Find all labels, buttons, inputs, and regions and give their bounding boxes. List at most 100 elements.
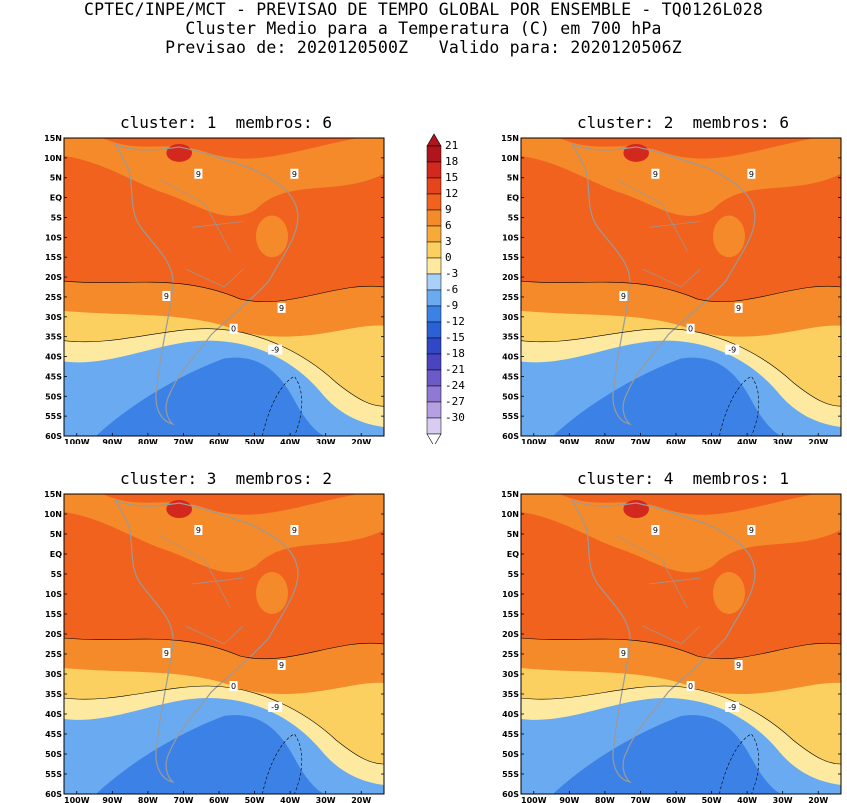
contour-label: 0	[231, 325, 236, 334]
colorbar-swatch	[426, 161, 442, 179]
header-subtitle: Cluster Medio para a Temperatura (C) em …	[185, 19, 662, 38]
contour-label-bg	[686, 323, 695, 334]
panel-2-map: 9 9 9 9 0 -9 15N 10N 5N EQ 5S 10S 15S 20S 25S 30S 35S 40S…	[501, 134, 842, 444]
lat-label: 15N	[501, 134, 519, 143]
colorbar-swatch	[426, 145, 442, 163]
contour-label: 9	[292, 526, 297, 535]
tropical-mild-band	[64, 138, 384, 216]
lon-label: 80W	[138, 796, 158, 803]
map-frame	[520, 493, 842, 795]
contour-label-bg	[268, 344, 283, 355]
lon-label: 100W	[521, 796, 547, 803]
lon-label: 30W	[316, 438, 336, 444]
colorbar-swatch	[426, 289, 442, 307]
contour-minus-9	[262, 733, 303, 794]
lon-label: 60W	[666, 438, 686, 444]
lat-label: 25S	[45, 650, 62, 659]
lat-label: 25S	[45, 293, 62, 302]
lat-label: 60S	[45, 790, 62, 799]
colorbar-swatch	[426, 225, 442, 243]
lat-label: 45S	[502, 372, 519, 381]
lon-label: 20W	[808, 438, 828, 444]
colorbar-label: -9	[445, 299, 458, 312]
lat-label: 40S	[45, 353, 62, 362]
lon-label: 90W	[559, 438, 579, 444]
lat-label: 55S	[45, 412, 62, 421]
tropical-mild-band	[521, 138, 841, 216]
contour-label: 9	[621, 292, 626, 301]
lat-label: 5N	[50, 174, 62, 183]
lat-label: 60S	[45, 432, 62, 441]
lat-label: 10S	[45, 590, 62, 599]
lat-label: 15N	[501, 490, 519, 499]
lon-label: 50W	[245, 796, 265, 803]
lat-label: 50S	[45, 392, 62, 401]
lon-label: 70W	[173, 796, 193, 803]
colorbar-swatch	[426, 273, 442, 291]
country-borders	[159, 179, 244, 288]
lat-label: 15S	[45, 253, 62, 262]
lat-label: 5N	[507, 174, 519, 183]
lat-label: 35S	[45, 333, 62, 342]
lat-label: 10N	[501, 154, 519, 163]
contour-label-bg	[619, 648, 628, 658]
lon-label: 40W	[280, 796, 300, 803]
lat-label: 50S	[45, 750, 62, 759]
contour-label: 9	[279, 304, 284, 313]
lat-label: 20S	[45, 273, 62, 282]
contour-label: -9	[271, 346, 279, 355]
lon-label: 40W	[737, 438, 757, 444]
field-layer	[64, 138, 384, 436]
contour-label-bg	[290, 525, 299, 535]
lat-label: 40S	[502, 710, 519, 719]
lon-label: 90W	[559, 796, 579, 803]
colorbar-label: 15	[445, 171, 458, 184]
lat-label: 5S	[508, 213, 520, 222]
lat-label: 15N	[44, 490, 62, 499]
lat-label: 30S	[45, 313, 62, 322]
panel-3-title: cluster: 3 membros: 2	[120, 469, 332, 488]
contour-label-bg	[277, 302, 286, 313]
colorbar-swatch	[426, 353, 442, 371]
lon-label: 100W	[64, 796, 90, 803]
lon-label: 70W	[173, 438, 193, 444]
inland-mild-blob	[713, 572, 745, 614]
lon-label: 40W	[280, 438, 300, 444]
map-frame	[520, 137, 842, 437]
south-america-coastline	[113, 142, 299, 426]
contour-label-bg	[194, 168, 203, 179]
lat-label: 15S	[45, 610, 62, 619]
header-title: CPTEC/INPE/MCT - PREVISAO DE TEMPO GLOBA…	[84, 0, 763, 19]
header-dates: Previsao de: 2020120500Z Valido para: 20…	[165, 38, 682, 57]
colorbar-swatch	[426, 321, 442, 339]
lon-label: 70W	[630, 438, 650, 444]
lat-label: 40S	[45, 710, 62, 719]
tropical-mild-band	[521, 494, 841, 573]
lat-label: 60S	[502, 432, 519, 441]
colorbar-label: -21	[445, 363, 465, 376]
colorbar-swatch	[426, 337, 442, 355]
contour-label: -9	[728, 703, 736, 712]
lon-label: 40W	[737, 796, 757, 803]
lat-label: 10N	[501, 510, 519, 519]
colorbar-label: -15	[445, 331, 465, 344]
lat-label: 35S	[502, 333, 519, 342]
colorbar-bottom-arrow	[426, 433, 442, 444]
lat-label: 45S	[45, 730, 62, 739]
lat-label: EQ	[50, 550, 62, 559]
lon-label: 20W	[808, 796, 828, 803]
contour-label: 0	[231, 682, 236, 691]
colorbar-label: 3	[445, 235, 452, 248]
colorbar-label: 18	[445, 155, 458, 168]
lon-label: 60W	[209, 438, 229, 444]
lat-label: 10N	[44, 154, 62, 163]
lat-label: 5N	[507, 530, 519, 539]
map-frame	[63, 493, 385, 795]
colorbar-label: 12	[445, 187, 458, 200]
colder-region	[553, 715, 784, 794]
field-layer	[64, 494, 384, 794]
lon-label: 90W	[102, 796, 122, 803]
lon-label: 20W	[351, 796, 371, 803]
contour-label: 9	[736, 661, 741, 670]
colorbar-label: -6	[445, 283, 458, 296]
